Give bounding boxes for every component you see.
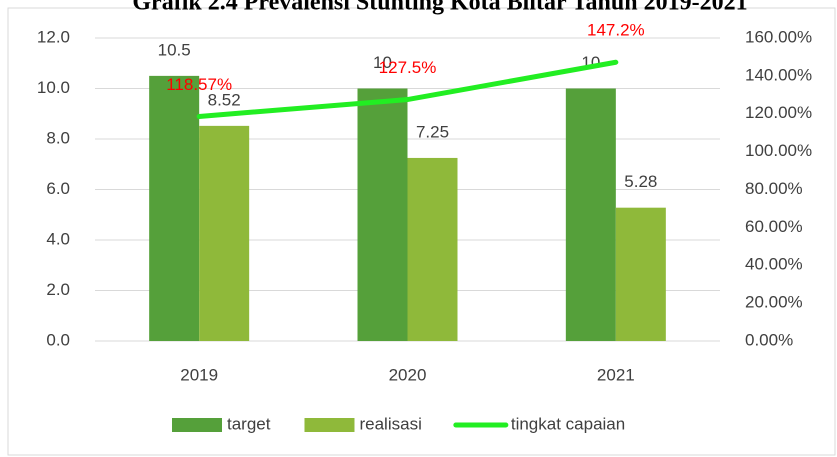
bar-value-label: 10.5 [158,40,191,59]
x-tick-label: 2020 [389,365,427,384]
y-tick-label: 12.0 [37,27,70,46]
bar [357,88,408,341]
y-tick-label: 10.0 [37,78,70,97]
y2-tick-label: 60.00% [745,217,803,236]
bar [199,125,250,342]
legend-swatch [304,418,355,432]
y2-tick-label: 0.00% [745,330,793,349]
legend-label: tingkat capaian [511,414,625,433]
y-tick-label: 8.0 [46,128,70,147]
y2-tick-label: 160.00% [745,27,812,46]
bar [149,75,200,341]
y2-tick-label: 120.00% [745,103,812,122]
x-tick-label: 2021 [597,365,635,384]
line-value-label: 147.2% [587,21,645,40]
chart-title: Grafik 2.4 Prevalensi Stunting Kota Blit… [132,0,747,16]
y2-tick-label: 20.00% [745,293,803,312]
bar-value-label: 8.52 [208,90,241,109]
y2-tick-label: 80.00% [745,179,803,198]
bar-value-label: 5.28 [624,172,657,191]
line-value-label: 127.5% [379,58,437,77]
y2-tick-label: 140.00% [745,65,812,84]
y2-tick-label: 100.00% [745,141,812,160]
y2-tick-label: 40.00% [745,255,803,274]
legend-swatch [172,418,222,432]
bar-value-label: 7.25 [416,122,449,141]
legend-label: target [227,414,271,433]
bar-value-label: 10 [373,53,392,72]
y-tick-label: 4.0 [46,229,70,248]
line-value-label: 118.57% [166,75,232,94]
x-tick-label: 2019 [180,365,218,384]
y-tick-label: 0.0 [46,330,70,349]
line [196,59,619,119]
y-tick-label: 6.0 [46,179,70,198]
bar [615,207,666,341]
legend-label: realisasi [359,414,421,433]
bar [407,157,458,341]
y-tick-label: 2.0 [46,280,70,299]
bar [565,88,616,341]
